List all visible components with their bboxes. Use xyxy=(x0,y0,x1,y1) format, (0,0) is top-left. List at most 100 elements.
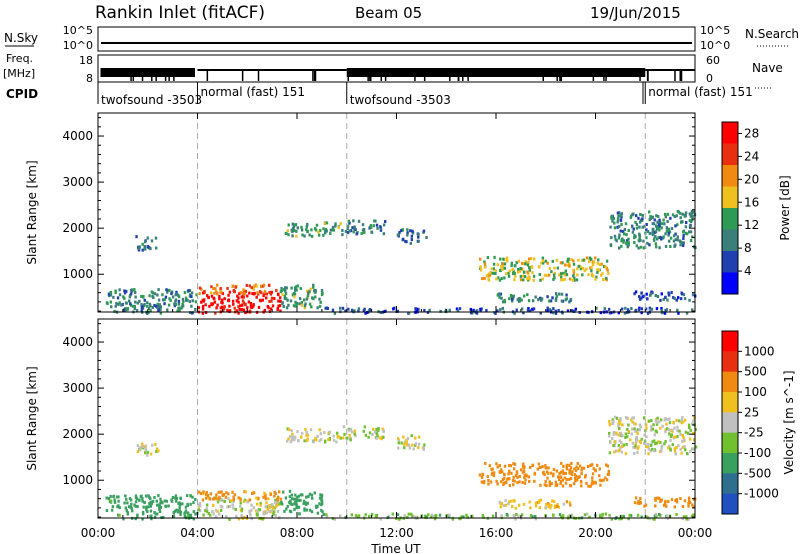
echo-cell xyxy=(560,275,563,279)
echo-cell xyxy=(155,503,159,507)
echo-cell xyxy=(498,278,502,282)
echo-cell xyxy=(593,256,597,260)
echo-cell xyxy=(167,303,171,307)
echo-cell xyxy=(407,512,410,516)
echo-cell xyxy=(691,235,694,239)
echo-cell xyxy=(518,474,521,478)
echo-cell xyxy=(125,509,129,513)
echo-cell xyxy=(314,295,317,299)
echo-cell xyxy=(687,496,691,500)
echo-cell xyxy=(669,438,672,442)
echo-cell xyxy=(254,509,258,513)
echo-cell xyxy=(526,270,529,274)
echo-cell xyxy=(637,308,641,312)
echo-cell xyxy=(672,234,676,238)
echo-cell xyxy=(220,300,223,304)
echo-cell xyxy=(538,499,541,503)
echo-cell xyxy=(251,491,254,495)
echo-cell xyxy=(414,515,418,519)
echo-cell xyxy=(622,239,626,243)
echo-cell xyxy=(149,304,152,308)
echo-cell xyxy=(638,236,641,240)
echo-cell xyxy=(263,292,266,296)
echo-cell xyxy=(674,499,677,503)
echo-cell xyxy=(678,429,681,433)
echo-cell xyxy=(622,514,625,518)
echo-cell xyxy=(122,517,125,521)
echo-cell xyxy=(218,512,221,516)
echo-cell xyxy=(291,497,294,501)
echo-cell xyxy=(220,305,224,309)
echo-cell xyxy=(679,220,683,224)
echo-cell xyxy=(639,218,643,222)
echo-cell xyxy=(323,231,327,235)
echo-cell xyxy=(550,503,553,507)
echo-cell xyxy=(679,243,682,247)
echo-cell xyxy=(317,233,321,237)
echo-cell xyxy=(210,303,213,307)
echo-cell xyxy=(153,515,157,519)
echo-cell xyxy=(134,295,137,299)
echo-cell xyxy=(523,275,527,279)
echo-cell xyxy=(273,506,276,510)
echo-cell xyxy=(502,476,506,480)
echo-cell xyxy=(641,217,644,221)
echo-cell xyxy=(174,302,178,306)
echo-cell xyxy=(590,269,593,273)
echo-cell xyxy=(304,502,308,506)
echo-cell xyxy=(677,210,681,214)
echo-cell xyxy=(293,295,296,299)
echo-cell xyxy=(627,423,630,427)
echo-cell xyxy=(619,213,622,217)
echo-cell xyxy=(234,507,237,511)
echo-cell xyxy=(334,224,337,228)
echo-cell xyxy=(201,291,205,295)
echo-cell xyxy=(547,466,550,470)
echo-cell xyxy=(113,309,116,313)
echo-cell xyxy=(496,309,499,313)
echo-cell xyxy=(686,232,689,236)
echo-cell xyxy=(356,515,360,519)
echo-cell xyxy=(448,513,451,517)
echo-cell xyxy=(142,505,145,509)
echo-cell xyxy=(488,464,492,468)
echo-cell xyxy=(336,435,339,439)
echo-cell xyxy=(691,503,694,507)
echo-cell xyxy=(480,480,484,484)
echo-cell xyxy=(482,479,486,483)
echo-cell xyxy=(265,296,268,300)
echo-cell xyxy=(559,272,563,276)
echo-cell xyxy=(201,498,205,502)
echo-cell xyxy=(157,449,160,453)
echo-cell xyxy=(504,499,507,503)
echo-cell xyxy=(176,292,179,296)
echo-cell xyxy=(620,440,623,444)
echo-cell xyxy=(177,302,181,306)
echo-cell xyxy=(498,292,501,296)
echo-cell xyxy=(500,501,503,505)
echo-cell xyxy=(172,514,176,518)
echo-cell xyxy=(143,500,146,504)
echo-cell xyxy=(531,463,535,467)
echo-cell xyxy=(645,222,648,226)
echo-cell xyxy=(633,236,636,240)
echo-cell xyxy=(406,231,409,235)
echo-cell xyxy=(227,298,230,302)
echo-cell xyxy=(666,219,669,223)
echo-cell xyxy=(633,240,636,244)
echo-cell xyxy=(664,309,667,313)
echo-cell xyxy=(186,514,190,518)
echo-cell xyxy=(597,474,601,478)
echo-cell xyxy=(219,290,223,294)
echo-cell xyxy=(663,222,666,226)
echo-cell xyxy=(266,304,270,308)
echo-cell xyxy=(512,467,516,471)
echo-cell xyxy=(564,471,568,475)
echo-cell xyxy=(617,422,620,426)
colorbar-swatch xyxy=(722,208,738,230)
echo-cell xyxy=(221,505,224,509)
echo-cell xyxy=(308,508,312,512)
echo-cell xyxy=(658,218,661,222)
echo-cell xyxy=(362,309,366,313)
